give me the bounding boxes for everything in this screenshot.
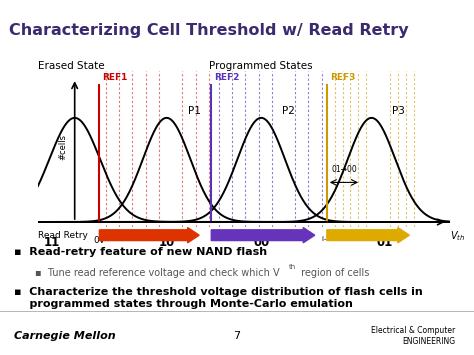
FancyArrow shape	[211, 228, 315, 243]
Text: Programmed States: Programmed States	[209, 61, 312, 71]
Text: Electrical & Computer
ENGINEERING: Electrical & Computer ENGINEERING	[371, 326, 455, 346]
Text: i-2 i-1  i  i+1 i+2: i-2 i-1 i i+1 i+2	[322, 235, 381, 241]
Text: ▪  Characterize the threshold voltage distribution of flash cells in
    program: ▪ Characterize the threshold voltage dis…	[14, 287, 423, 309]
Text: Erased State: Erased State	[38, 61, 105, 71]
Text: REF1: REF1	[102, 73, 128, 82]
FancyArrow shape	[327, 228, 410, 243]
Text: #cells: #cells	[59, 134, 68, 160]
Text: $V_{th}$: $V_{th}$	[450, 229, 465, 243]
Text: ▪  Read-retry feature of new NAND flash: ▪ Read-retry feature of new NAND flash	[14, 247, 267, 257]
Text: REF3: REF3	[330, 73, 356, 82]
Text: 00: 00	[253, 235, 269, 248]
Text: Characterizing Cell Threshold w/ Read Retry: Characterizing Cell Threshold w/ Read Re…	[9, 23, 408, 38]
Text: 0V: 0V	[93, 235, 105, 245]
Text: 01→00: 01→00	[331, 165, 357, 174]
Text: th: th	[288, 264, 296, 270]
Text: Read Retry: Read Retry	[38, 231, 88, 240]
Text: 10: 10	[158, 235, 175, 248]
Text: P1: P1	[188, 106, 201, 116]
Text: REF2: REF2	[214, 73, 240, 82]
Text: region of cells: region of cells	[299, 268, 370, 278]
Text: ▪  Tune read reference voltage and check which V: ▪ Tune read reference voltage and check …	[35, 268, 279, 278]
Text: P3: P3	[392, 106, 405, 116]
Text: 01: 01	[376, 235, 393, 248]
Text: 11: 11	[44, 235, 60, 248]
Text: P2: P2	[282, 106, 295, 116]
Text: Carnegie Mellon: Carnegie Mellon	[14, 331, 116, 341]
FancyArrow shape	[100, 228, 199, 243]
Text: 7: 7	[233, 331, 241, 341]
